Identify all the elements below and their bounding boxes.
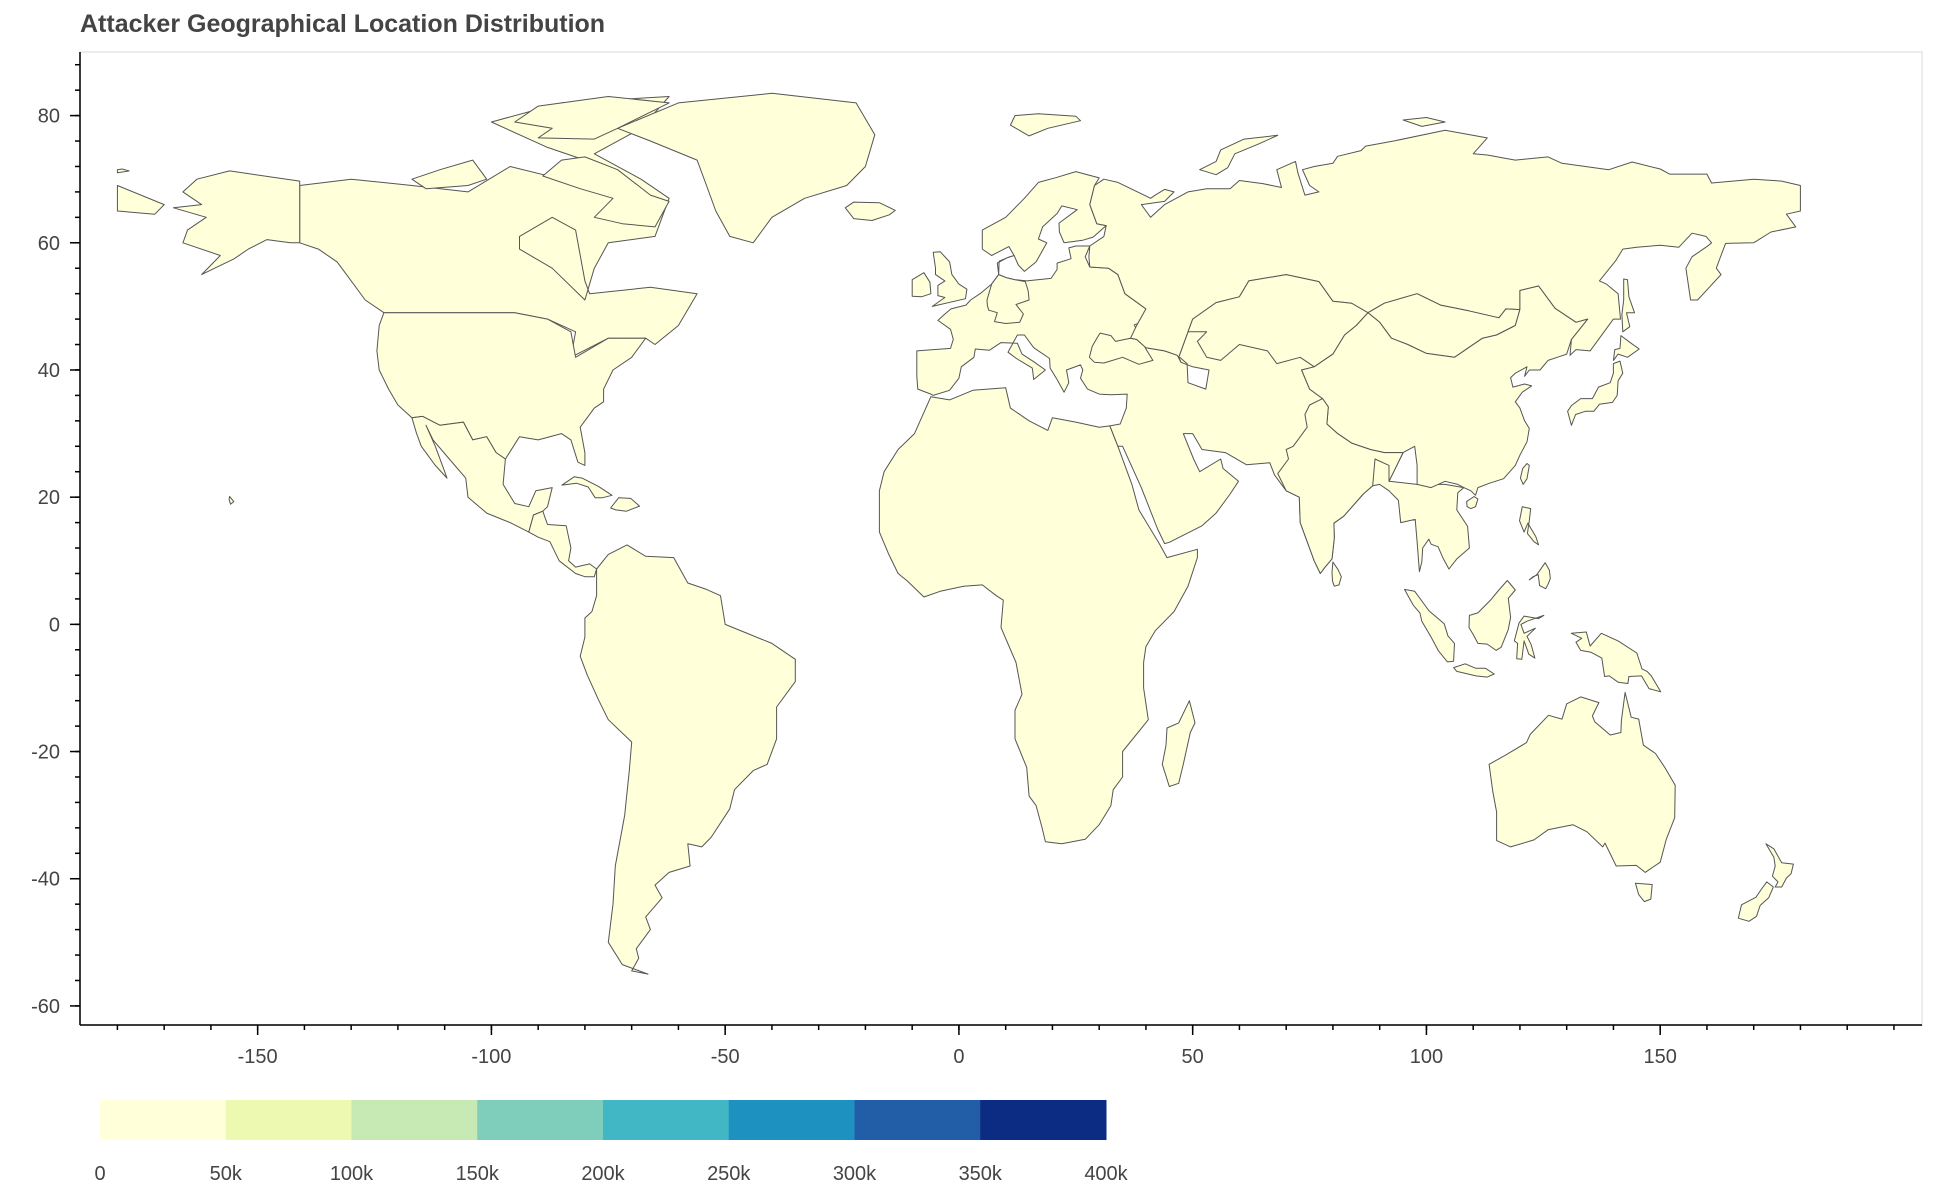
country-shape-new-guinea	[1570, 631, 1662, 693]
country-shape-sumatra	[1404, 588, 1455, 663]
country-shape-philippines-mindanao	[1528, 562, 1551, 590]
y-tick-label: 40	[38, 360, 60, 382]
color-bar-swatch	[603, 1100, 730, 1140]
country-shape-philippines-luzon	[1519, 506, 1540, 546]
color-bar-swatch	[477, 1100, 604, 1140]
x-tick-label: 100	[1410, 1046, 1443, 1068]
country-shape-alaska	[173, 170, 301, 276]
country-shape-hawaii	[228, 496, 235, 505]
y-tick-label: -40	[31, 869, 60, 891]
color-bar-swatch	[351, 1100, 478, 1140]
country-shape-borneo	[1468, 580, 1516, 651]
country-shape-svalbard	[1009, 113, 1081, 137]
country-shape-nz-south	[1737, 881, 1774, 922]
country-shape-sulawesi	[1513, 614, 1545, 660]
country-shape-africa	[878, 387, 1198, 845]
country-shape-severnaya-zemlya	[1402, 117, 1446, 127]
country-shape-hokkaido	[1612, 335, 1640, 361]
color-bar-label: 150k	[456, 1163, 500, 1185]
country-shape-madagascar	[1161, 700, 1196, 787]
y-tick-label: 20	[38, 487, 60, 509]
x-tick-label: -150	[238, 1046, 278, 1068]
color-bar-label: 200k	[581, 1163, 625, 1185]
color-bar-label: 350k	[959, 1163, 1003, 1185]
land-layer	[116, 92, 1801, 975]
country-shape-baffin	[542, 156, 670, 228]
y-tick-label: -20	[31, 742, 60, 764]
country-shape-india	[1277, 398, 1404, 574]
x-tick-label: 0	[953, 1046, 964, 1068]
country-shape-hainan	[1466, 496, 1479, 510]
y-tick-label: 0	[49, 614, 60, 636]
color-bar-swatch	[980, 1100, 1107, 1140]
country-shape-java	[1453, 663, 1495, 678]
color-bar-label: 250k	[707, 1163, 751, 1185]
x-tick-label: 150	[1644, 1046, 1677, 1068]
color-bar-swatch	[728, 1100, 855, 1140]
country-shape-australia	[1488, 691, 1676, 873]
country-shape-south-america	[579, 544, 796, 975]
country-shape-ellesmere	[514, 96, 670, 140]
country-shape-iceland	[844, 201, 896, 221]
country-shape-greenland	[617, 92, 876, 244]
color-bar-swatch	[854, 1100, 981, 1140]
country-shape-usa	[376, 312, 647, 466]
country-shape-britain	[931, 251, 968, 307]
color-bar-label: 300k	[833, 1163, 877, 1185]
country-shape-sakhalin	[1621, 278, 1635, 333]
country-shape-china	[1301, 285, 1589, 496]
color-bar-swatch	[100, 1100, 227, 1140]
color-bar-label: 400k	[1084, 1163, 1128, 1185]
country-shape-taiwan	[1519, 463, 1530, 485]
x-tick-label: -100	[471, 1046, 511, 1068]
country-shape-sri-lanka	[1331, 561, 1342, 587]
country-shape-chukotka	[116, 185, 165, 215]
color-bar-swatch	[225, 1100, 352, 1140]
country-shape-nz-north	[1765, 843, 1794, 888]
country-shape-novaya-zemlya	[1199, 134, 1279, 176]
country-shape-wrangel	[116, 168, 130, 174]
chart-title: Attacker Geographical Location Distribut…	[80, 10, 606, 38]
country-shape-central-america	[528, 510, 598, 578]
x-tick-label: -50	[711, 1046, 740, 1068]
y-tick-label: 60	[38, 233, 60, 255]
color-bar-label: 50k	[210, 1163, 243, 1185]
country-shape-hispaniola	[610, 497, 641, 512]
y-tick-label: 80	[38, 106, 60, 128]
color-bar: 0 50k 100k 150k 200k 250k 300k 350k 400k	[94, 1100, 1129, 1185]
color-bar-label: 100k	[330, 1163, 374, 1185]
x-tick-label: 50	[1182, 1046, 1204, 1068]
country-shape-ireland	[911, 272, 932, 298]
country-shape-cuba	[561, 476, 613, 499]
country-shape-tasmania	[1634, 882, 1653, 903]
country-shape-germany	[986, 274, 1030, 324]
y-tick-label: -60	[31, 996, 60, 1018]
country-shape-victoria-is	[411, 159, 488, 190]
country-shape-japan	[1567, 360, 1624, 426]
color-bar-label: 0	[94, 1163, 105, 1185]
axes-layer: -150 -100 -50 0 50 100 150 80 60 40 20 0 -20 -40 -60	[31, 52, 1922, 1068]
